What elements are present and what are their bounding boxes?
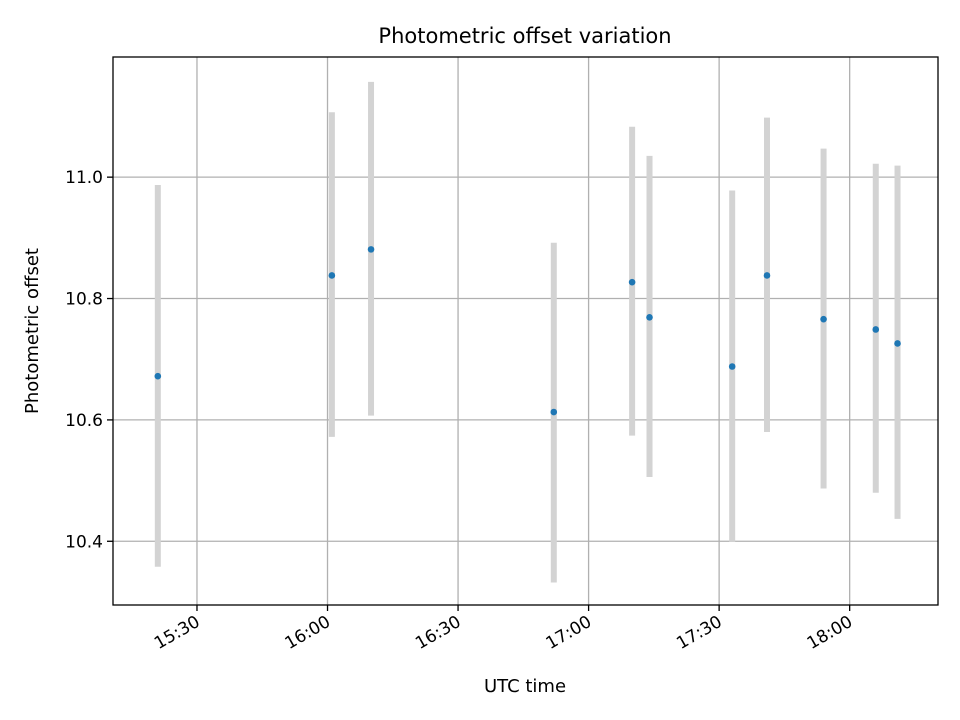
data-point (894, 340, 901, 347)
data-point (646, 314, 653, 321)
data-point (328, 272, 336, 279)
y-tick-label: 10.4 (65, 532, 103, 552)
data-point (763, 272, 771, 279)
data-point (367, 246, 375, 253)
data-point (154, 372, 162, 380)
data-point (728, 363, 736, 370)
y-axis-label: Photometric offset (22, 248, 43, 414)
data-point (628, 278, 636, 286)
chart-title: Photometric offset variation (378, 24, 671, 48)
grid (113, 57, 938, 605)
data-point (872, 326, 880, 333)
y-tick-label: 10.6 (65, 411, 103, 431)
y-tick-label: 10.8 (65, 290, 103, 310)
y-tick-label: 11.0 (65, 168, 103, 188)
data-point (820, 315, 827, 323)
plot-frame (112, 56, 939, 606)
data-points (154, 246, 901, 416)
x-axis-label: UTC time (484, 676, 566, 697)
data-point (550, 408, 558, 416)
y-axis-ticks: 10.4 10.6 10.8 11.0 (65, 168, 113, 552)
